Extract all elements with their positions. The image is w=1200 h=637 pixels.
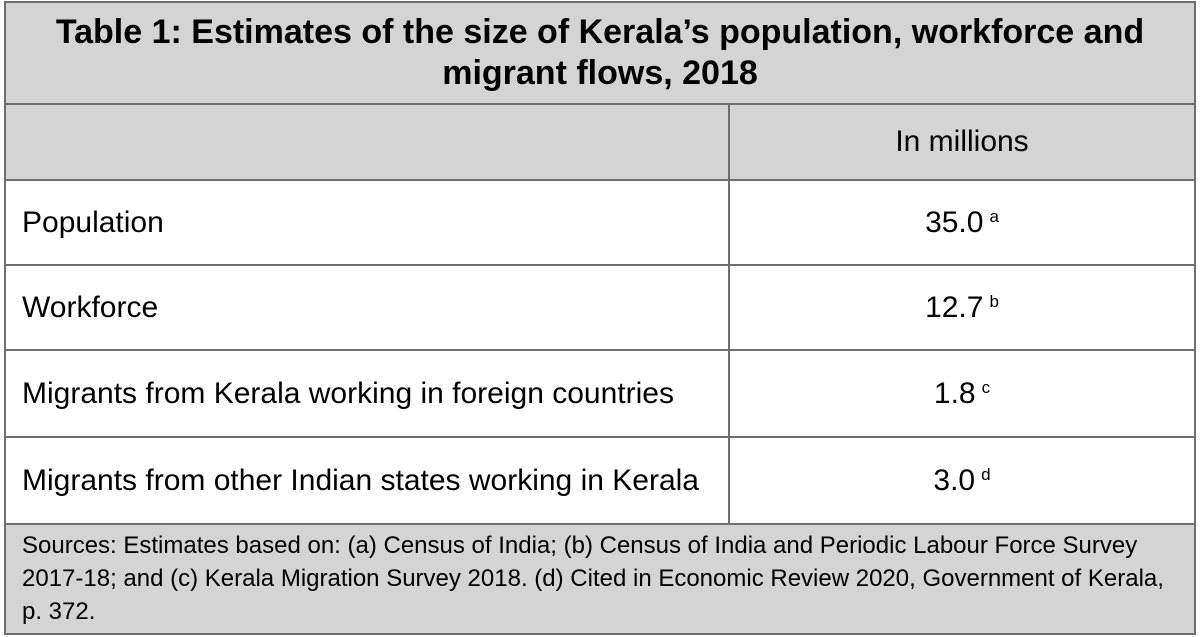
column-header: In millions xyxy=(728,105,1194,179)
row-value-cell: 12.7 b xyxy=(728,266,1194,349)
table-row: Migrants from Kerala working in foreign … xyxy=(6,351,1194,438)
footnote-marker: b xyxy=(989,291,999,311)
table-row: Workforce 12.7 b xyxy=(6,266,1194,351)
row-label: Population xyxy=(22,206,164,239)
row-label: Migrants from other Indian states workin… xyxy=(22,464,699,497)
table-header-row: In millions xyxy=(6,105,1194,181)
row-value-cell: 1.8 c xyxy=(728,351,1194,436)
footnote-marker: a xyxy=(989,206,999,226)
sources-note: Sources: Estimates based on: (a) Census … xyxy=(6,525,1194,633)
table-row: Migrants from other Indian states workin… xyxy=(6,438,1194,525)
row-value: 35.0 xyxy=(925,205,984,239)
row-value: 1.8 xyxy=(933,376,976,410)
row-value-cell: 35.0 a xyxy=(728,181,1194,264)
table-title: Table 1: Estimates of the size of Kerala… xyxy=(6,3,1194,105)
row-label: Migrants from Kerala working in foreign … xyxy=(22,377,674,410)
data-table: Table 1: Estimates of the size of Kerala… xyxy=(4,1,1196,635)
table-row: Population 35.0 a xyxy=(6,181,1194,266)
row-value: 12.7 xyxy=(925,290,984,324)
row-label: Workforce xyxy=(22,291,159,324)
row-value-cell: 3.0 d xyxy=(728,438,1194,523)
footnote-marker: c xyxy=(981,377,991,397)
footnote-marker: d xyxy=(981,464,991,484)
row-value: 3.0 xyxy=(933,463,976,497)
